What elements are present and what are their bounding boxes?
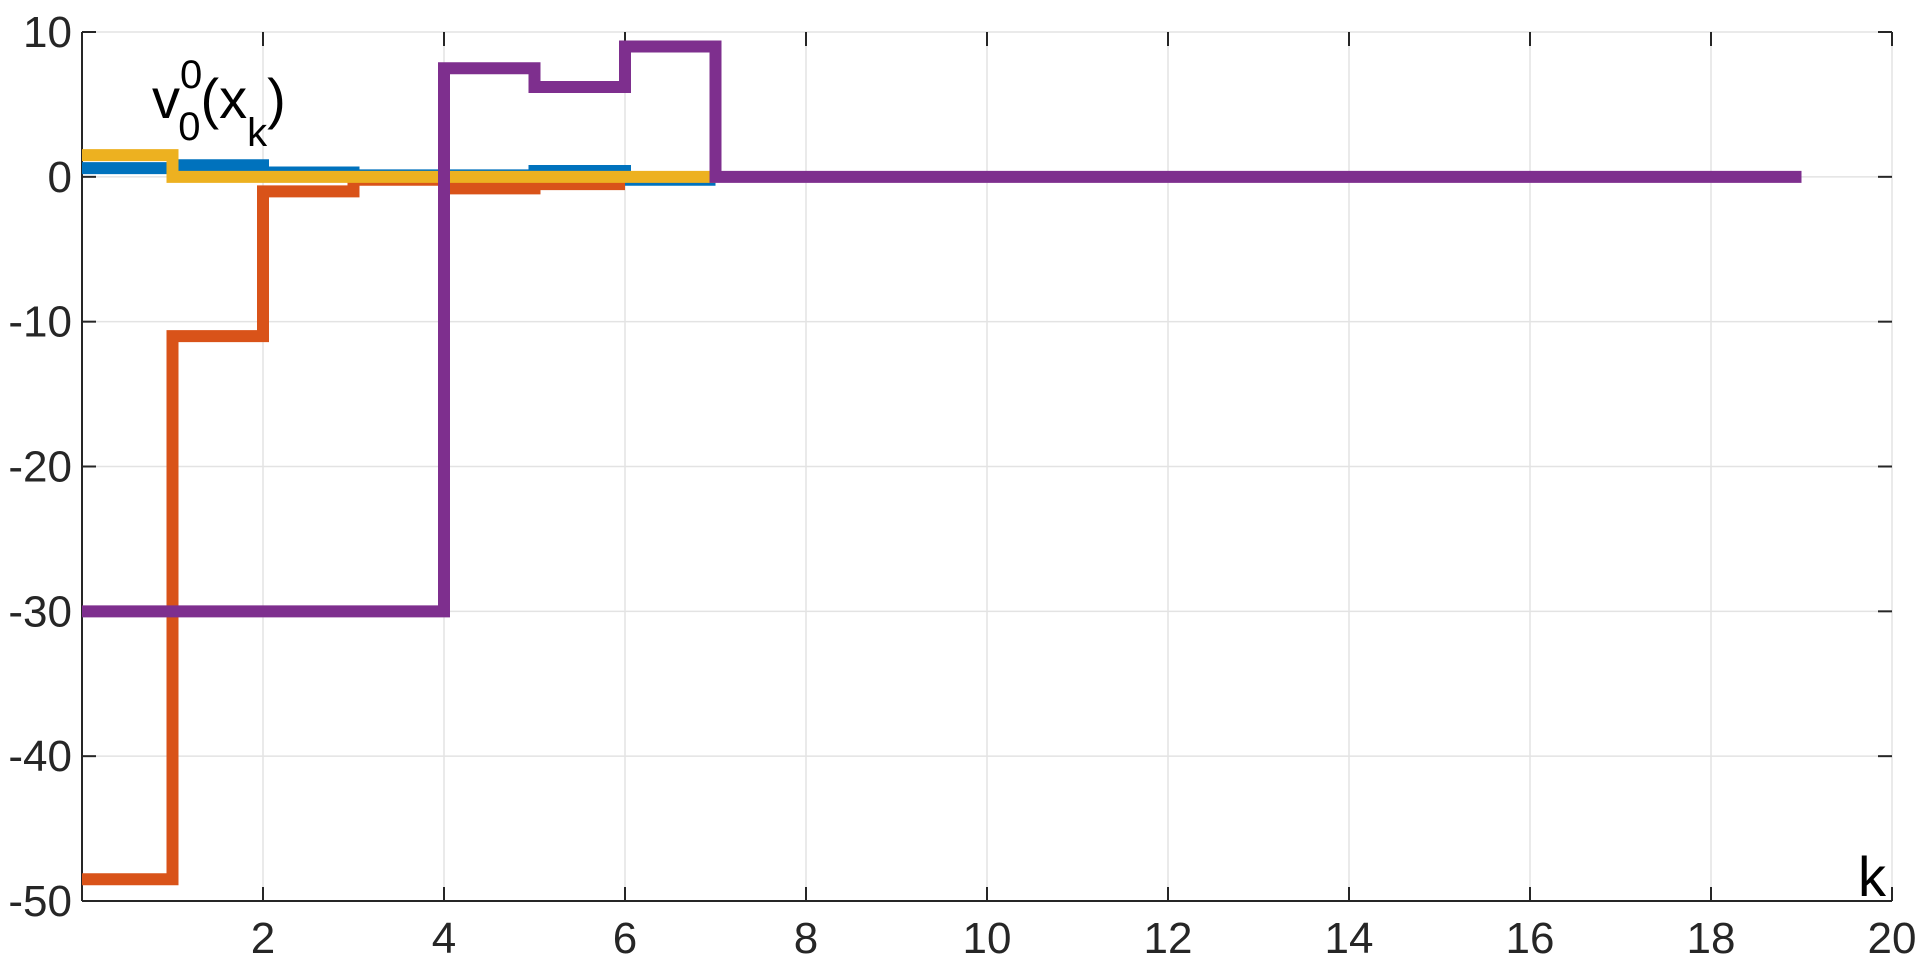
y-tick-label: -30 [8, 587, 72, 636]
series-line-3 [82, 149, 716, 183]
annotation-sup: 0 [180, 53, 202, 97]
x-tick-label: 4 [432, 914, 456, 963]
x-tick-label: 16 [1506, 914, 1555, 963]
x-tick-label: 14 [1325, 914, 1374, 963]
y-tick-label: 10 [23, 8, 72, 57]
y-tick-label: -10 [8, 298, 72, 347]
y-tick-label: 0 [48, 153, 72, 202]
annotation-arg-close: ) [267, 67, 286, 130]
x-axis-label: k [1858, 845, 1887, 908]
x-tick-label: 8 [794, 914, 818, 963]
annotation-base: v [152, 67, 180, 130]
x-tick-label: 12 [1144, 914, 1193, 963]
y-tick-label: -40 [8, 732, 72, 781]
x-tick-label: 10 [963, 914, 1012, 963]
annotation-arg-open: (x [201, 67, 248, 130]
x-tick-label: 18 [1687, 914, 1736, 963]
x-tick-label: 20 [1868, 914, 1917, 963]
annotation-sub: 0 [178, 105, 200, 149]
tick-labels: 2 4 6 8 10 12 14 16 18 20 10 0 -10 -20 -30 -40 -50 [8, 8, 1916, 963]
value-function-annotation: v0 0(xk) [152, 53, 286, 155]
x-tick-label: 2 [251, 914, 275, 963]
y-tick-label: -20 [8, 443, 72, 492]
series-group [82, 40, 1802, 886]
y-tick-label: -50 [8, 877, 72, 926]
annotation-arg-sub: k [247, 111, 268, 155]
x-tick-label: 6 [613, 914, 637, 963]
series-line-4 [82, 40, 1802, 618]
axes [81, 31, 1893, 902]
series-line-2 [82, 173, 625, 886]
